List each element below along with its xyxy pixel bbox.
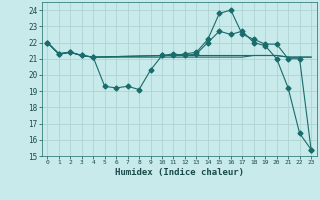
X-axis label: Humidex (Indice chaleur): Humidex (Indice chaleur) xyxy=(115,168,244,177)
